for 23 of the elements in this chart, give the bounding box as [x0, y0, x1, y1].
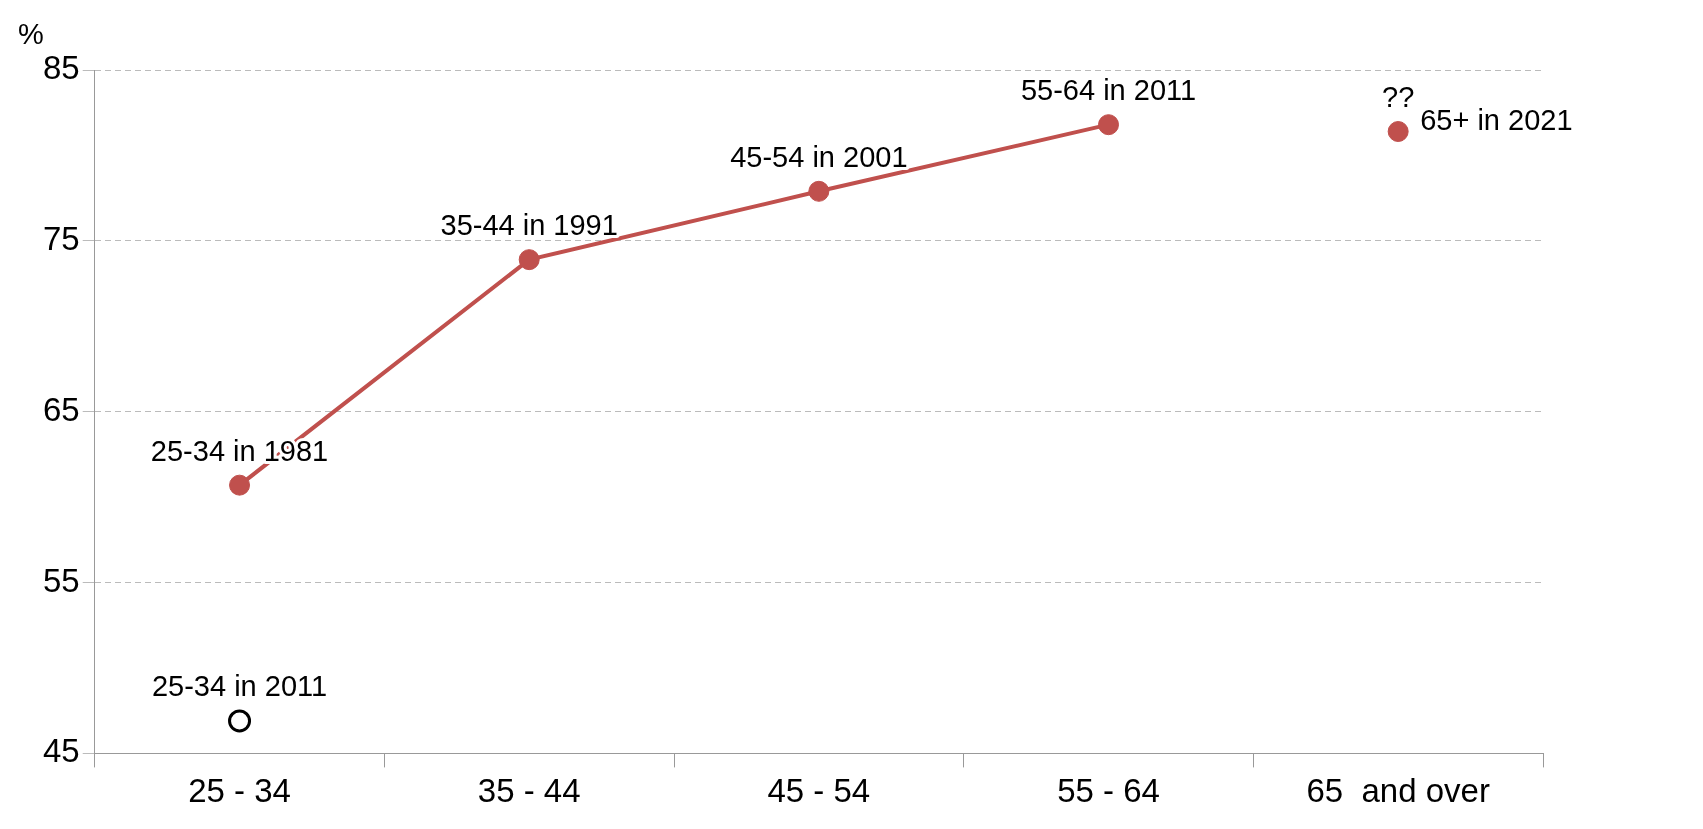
x-tick-label: 45 - 54	[767, 772, 871, 810]
point	[1098, 114, 1120, 136]
point	[228, 709, 252, 733]
point	[808, 180, 830, 202]
annotation: 45-54 in 2001	[730, 140, 908, 173]
annotation: 35-44 in 1991	[440, 209, 618, 242]
x-tick-label: 65 and over	[1306, 772, 1490, 810]
annotation: ??	[1382, 81, 1415, 114]
y-tick-label: 75	[42, 219, 80, 257]
point	[1387, 121, 1409, 143]
annotation: 65+ in 2021	[1420, 103, 1573, 136]
x-tick-label: 35 - 44	[477, 772, 581, 810]
y-axis-title: %	[18, 17, 44, 50]
y-tick-label: 55	[42, 561, 80, 599]
point	[229, 474, 251, 496]
y-tick-label: 45	[42, 732, 80, 770]
annotation: 25-34 in 2011	[151, 670, 328, 703]
x-tick-label: 55 - 64	[1057, 772, 1160, 810]
point	[518, 249, 540, 271]
annotation: 55-64 in 2011	[1020, 74, 1197, 107]
x-tick-label: 25 - 34	[188, 772, 291, 810]
y-tick-label: 85	[42, 49, 80, 87]
y-tick-label: 65	[42, 390, 80, 428]
